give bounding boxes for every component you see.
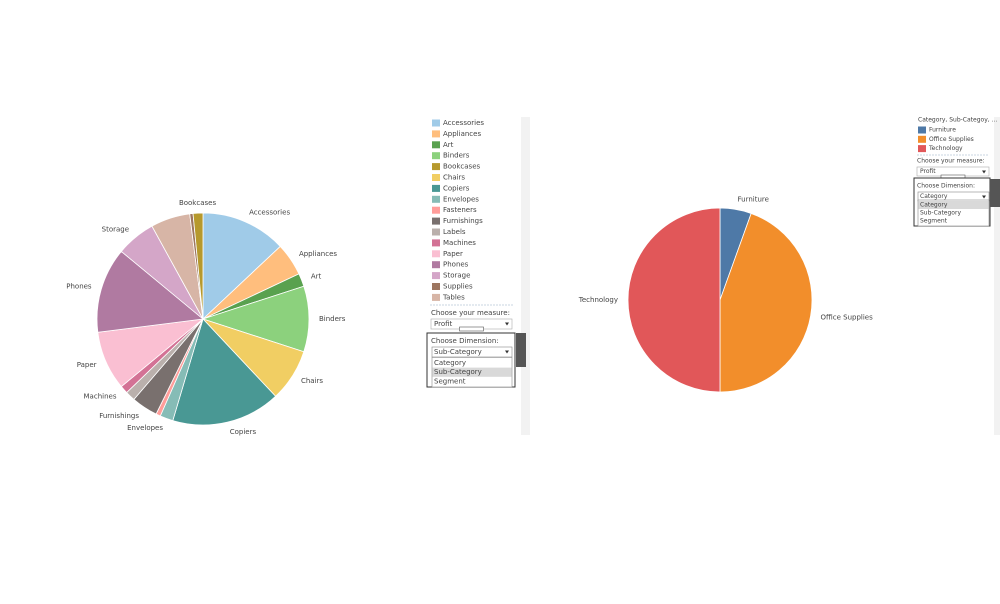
slice-label: Envelopes (127, 424, 163, 432)
legend-swatch[interactable] (432, 217, 440, 225)
legend-swatch[interactable] (432, 141, 440, 149)
legend-swatch[interactable] (432, 174, 440, 181)
dimension-dropdown[interactable] (431, 346, 513, 358)
legend-swatch[interactable] (432, 119, 440, 127)
legend-label[interactable]: Furniture (929, 127, 956, 134)
measure-label: Choose your measure: (431, 309, 510, 317)
legend-swatch[interactable] (432, 261, 440, 269)
legend-swatch[interactable] (432, 184, 440, 192)
dropdown-arrow (505, 322, 509, 326)
slice-label: Phones (66, 283, 92, 291)
legend-label[interactable]: Copiers (443, 184, 470, 192)
pie-slice[interactable] (202, 212, 281, 320)
legend-swatch[interactable] (432, 239, 440, 247)
slice-label: Paper (77, 361, 97, 369)
legend-label[interactable]: Furnishings (443, 217, 483, 225)
slice-label: Bookcases (179, 199, 217, 207)
legend-label[interactable]: Storage (443, 272, 470, 280)
slice-label: Storage (102, 226, 129, 234)
option-highlight (918, 201, 989, 209)
legend-title: Category, Sub-Categoy, ... (918, 117, 997, 124)
dropdown-option[interactable]: Category (434, 359, 466, 367)
legend-swatch[interactable] (432, 130, 440, 138)
legend-label[interactable]: Machines (443, 239, 476, 247)
dropdown-option[interactable]: Category (920, 202, 948, 209)
slice-label: Technology (578, 296, 618, 304)
measure-value[interactable]: Profit (920, 168, 936, 175)
legend-label[interactable]: Tables (442, 293, 465, 301)
pie-slice[interactable] (627, 207, 721, 393)
pie-slice[interactable] (172, 318, 277, 426)
legend-label[interactable]: Art (443, 141, 454, 149)
legend-swatch[interactable] (432, 293, 440, 301)
scrollbar (521, 117, 530, 435)
dropdown-option[interactable]: Segment (920, 218, 948, 225)
dropdown-option[interactable]: Segment (434, 377, 466, 385)
measure-label: Choose your measure: (917, 158, 985, 165)
measure-value[interactable]: Profit (434, 320, 453, 328)
legend-swatch[interactable] (918, 135, 926, 143)
slice-label: Copiers (230, 428, 257, 436)
dropdown-arrow (505, 350, 509, 354)
slice-label: Office Supplies (820, 314, 873, 322)
legend-label[interactable]: Accessories (443, 119, 484, 127)
pie-slice[interactable] (192, 212, 204, 320)
dropdown-option[interactable]: Sub-Category (920, 210, 961, 217)
dropdown-option[interactable]: Sub-Category (434, 368, 482, 376)
legend-swatch[interactable] (432, 228, 440, 236)
dimension-label: Choose Dimension: (917, 183, 975, 190)
legend-label[interactable]: Phones (443, 261, 469, 269)
dimension-value[interactable]: Category (920, 193, 948, 200)
legend-label[interactable]: Fasteners (443, 206, 477, 214)
legend-label[interactable]: Supplies (443, 283, 473, 291)
legend-label[interactable]: Technology (928, 145, 963, 152)
legend-label[interactable]: Bookcases (443, 163, 481, 171)
slice-label: Machines (84, 392, 117, 400)
legend-label[interactable]: Chairs (443, 174, 465, 182)
legend-swatch[interactable] (432, 283, 440, 290)
legend-swatch[interactable] (432, 250, 440, 258)
legend-swatch[interactable] (432, 163, 440, 171)
dropdown-arrow (982, 195, 986, 199)
legend-label[interactable]: Envelopes (443, 195, 479, 203)
dimension-label: Choose Dimension: (431, 337, 499, 345)
legend-label[interactable]: Binders (443, 152, 470, 160)
slice-label: Furniture (738, 196, 769, 204)
legend-swatch[interactable] (918, 145, 926, 153)
pie-slice[interactable] (96, 250, 204, 333)
legend-swatch[interactable] (432, 195, 440, 203)
toolbar[interactable] (516, 333, 526, 367)
slice-label: Art (311, 272, 322, 280)
legend-label[interactable]: Labels (443, 228, 466, 236)
legend-swatch[interactable] (432, 152, 440, 160)
legend-label[interactable]: Office Supplies (929, 136, 974, 143)
slice-label: Accessories (249, 209, 290, 217)
scrollbar (994, 117, 1000, 435)
legend-label[interactable]: Paper (443, 250, 463, 258)
dropdown-arrow (982, 170, 986, 174)
toolbar[interactable] (990, 179, 1000, 207)
dimension-value[interactable]: Sub-Category (434, 348, 482, 356)
option-highlight (432, 367, 512, 377)
slice-label: Binders (319, 315, 346, 323)
pie-slice[interactable] (719, 212, 813, 393)
tab-handle (459, 326, 484, 332)
legend-swatch[interactable] (918, 126, 926, 134)
slice-label: Appliances (299, 250, 337, 258)
legend-swatch[interactable] (432, 272, 440, 280)
slice-label: Furnishings (99, 412, 139, 420)
legend-label[interactable]: Appliances (443, 130, 481, 138)
slice-label: Chairs (301, 377, 323, 385)
legend-swatch[interactable] (432, 206, 440, 214)
